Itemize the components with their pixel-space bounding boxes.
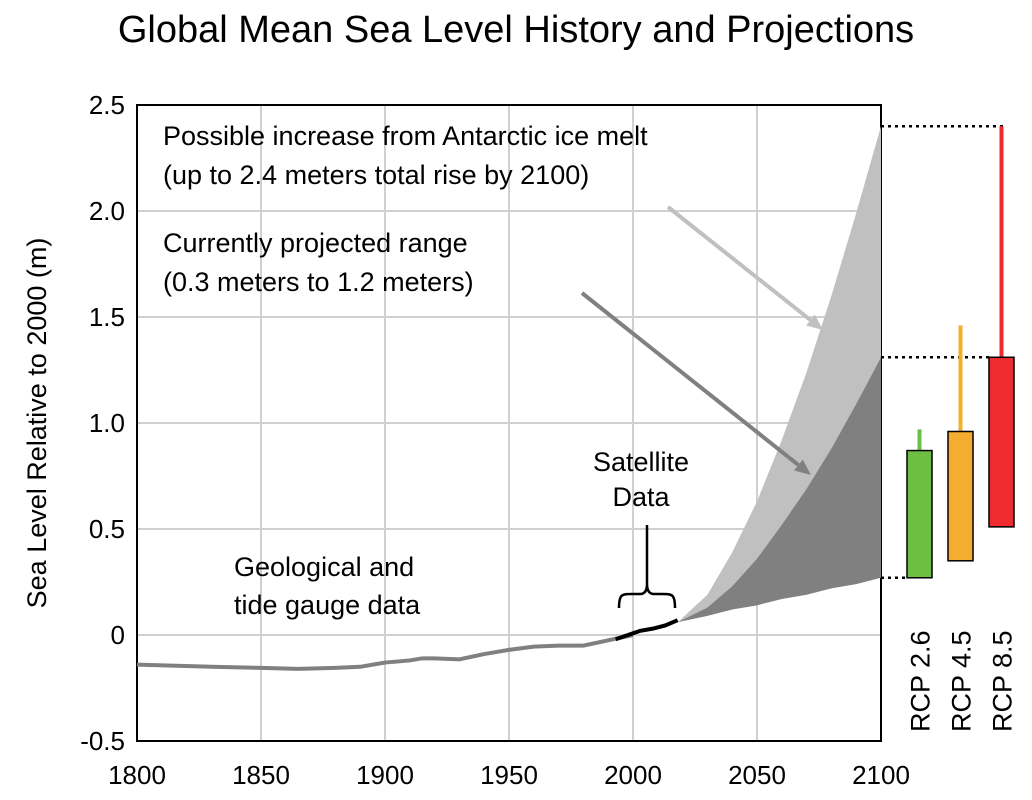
projected-arrow bbox=[580, 291, 800, 467]
y-tick-label: 2.0 bbox=[89, 196, 125, 226]
rcp-bar bbox=[988, 356, 1015, 528]
grid bbox=[136, 104, 882, 742]
rcp-bar bbox=[906, 449, 933, 579]
y-tick-label: 1.0 bbox=[89, 408, 125, 438]
rcp-label: RCP 2.6 bbox=[906, 630, 936, 732]
projected-band bbox=[677, 357, 881, 623]
x-tick-label: 1850 bbox=[232, 760, 290, 790]
annotation-projected: (0.3 meters to 1.2 meters) bbox=[163, 267, 474, 297]
annotation-geological: Geological and bbox=[234, 552, 414, 582]
y-tick-label: -0.5 bbox=[80, 726, 125, 756]
y-tick-label: 0 bbox=[111, 620, 125, 650]
projected-arrow-head bbox=[794, 459, 811, 475]
y-tick-label: 0.5 bbox=[89, 514, 125, 544]
antarctic-arrow bbox=[666, 205, 812, 322]
annotation-satellite: Data bbox=[612, 482, 670, 512]
x-tick-label: 1950 bbox=[480, 760, 538, 790]
y-tick-label: 1.5 bbox=[89, 302, 125, 332]
satellite-brace bbox=[617, 525, 677, 609]
rcp-label: RCP 8.5 bbox=[988, 630, 1018, 732]
x-tick-label: 2000 bbox=[604, 760, 662, 790]
annotation-satellite: Satellite bbox=[593, 447, 689, 477]
data-marks bbox=[136, 126, 881, 671]
x-tick-label: 1800 bbox=[108, 760, 166, 790]
tick-labels: 1800 1850 1900 1950 2000 2050 2100 2.5 2.0 1.5 1.0… bbox=[80, 90, 910, 790]
x-tick-label: 1900 bbox=[356, 760, 414, 790]
rcp-label: RCP 4.5 bbox=[947, 630, 977, 732]
annotation-projected: Currently projected range bbox=[163, 228, 468, 258]
x-tick-label: 2050 bbox=[728, 760, 786, 790]
y-tick-label: 2.5 bbox=[89, 90, 125, 120]
annotations: Possible increase from Antarctic ice mel… bbox=[163, 121, 823, 620]
rcp-bar bbox=[947, 430, 974, 562]
antarctic-band bbox=[677, 126, 881, 623]
antarctic-arrow-head bbox=[806, 314, 823, 330]
x-tick-label: 2100 bbox=[852, 760, 910, 790]
chart-title: Global Mean Sea Level History and Projec… bbox=[118, 9, 914, 51]
annotation-geological: tide gauge data bbox=[234, 590, 421, 620]
rcp-bars: RCP 2.6 RCP 4.5 RCP 8.5 bbox=[881, 124, 1018, 732]
historical-line bbox=[136, 633, 634, 671]
y-axis-label: Sea Level Relative to 2000 (m) bbox=[22, 238, 52, 609]
annotation-antarctic: (up to 2.4 meters total rise by 2100) bbox=[163, 160, 589, 190]
annotation-antarctic: Possible increase from Antarctic ice mel… bbox=[163, 121, 648, 151]
satellite-line bbox=[614, 618, 679, 642]
